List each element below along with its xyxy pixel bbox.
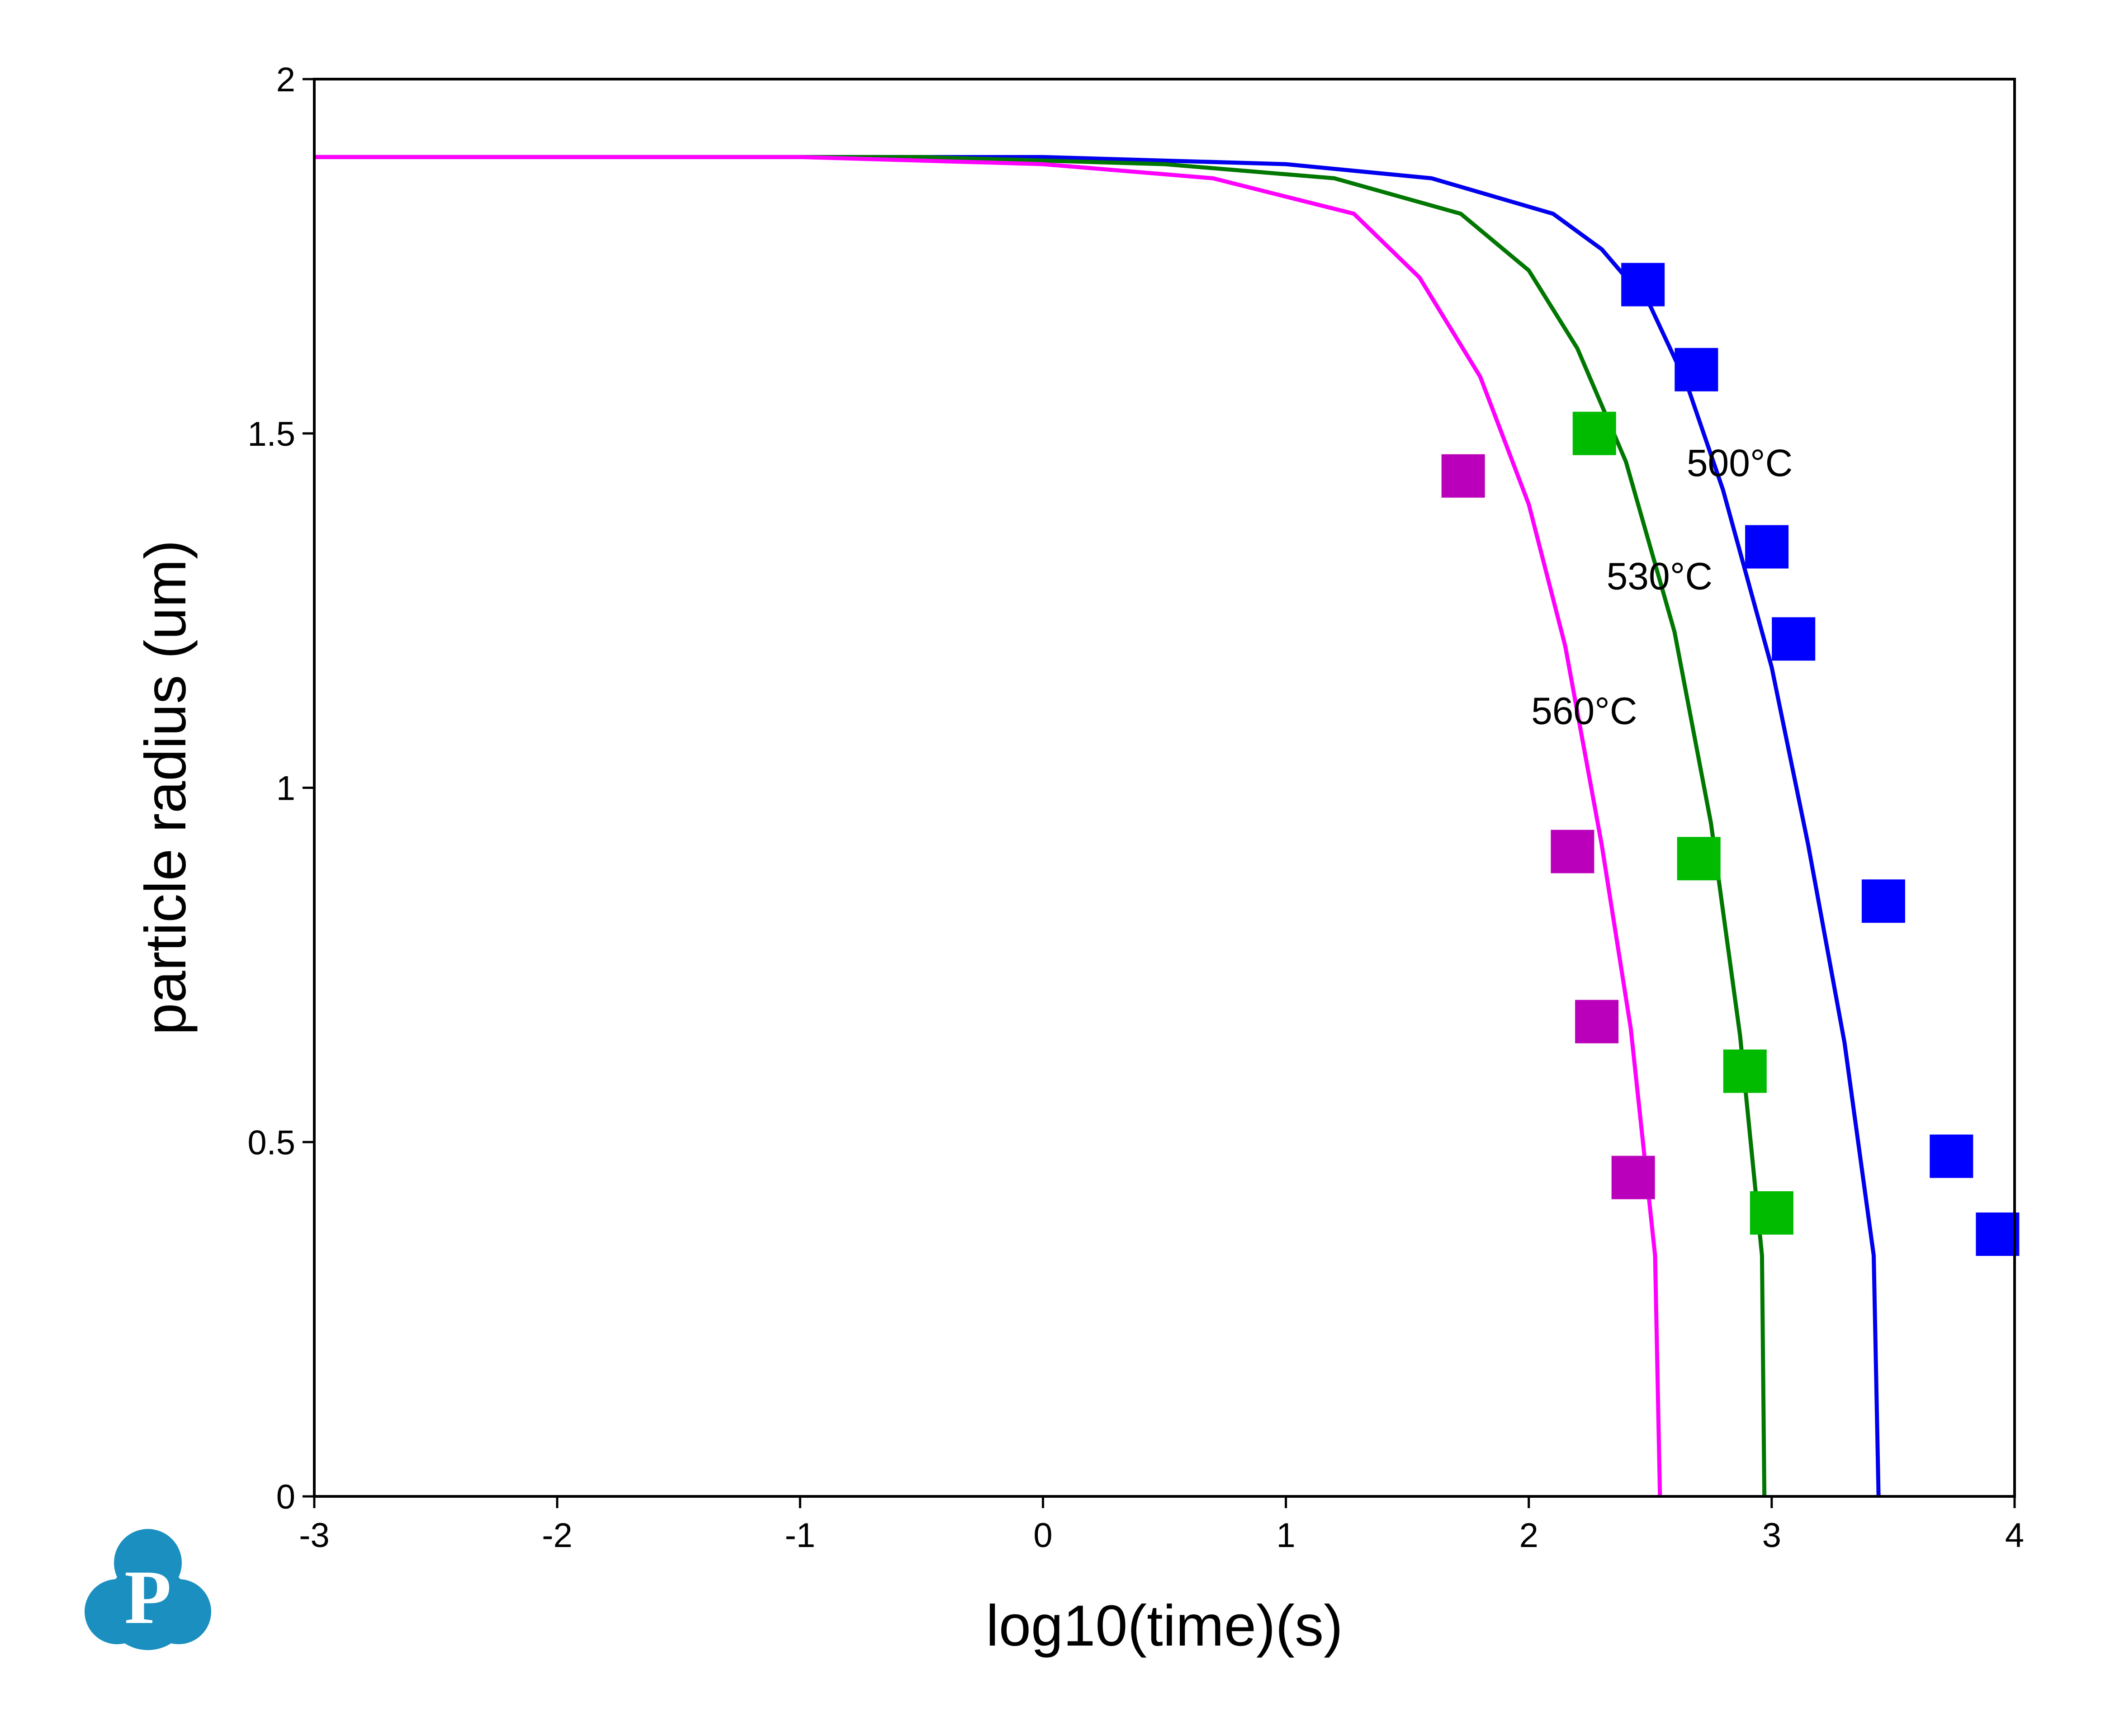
- logo-letter: P: [124, 1555, 171, 1640]
- logo-cloud-icon: [85, 1529, 211, 1650]
- x-tick-label: -2: [542, 1516, 572, 1555]
- x-tick-label: 2: [1519, 1516, 1538, 1555]
- temperature-label: 560°C: [1531, 689, 1637, 732]
- y-tick-label: 1: [276, 769, 295, 808]
- series-line: [314, 155, 1662, 1497]
- y-axis: 0 0.5 1 1.5 2: [247, 61, 314, 1516]
- logo: P: [85, 1529, 211, 1650]
- x-tick-label: -3: [299, 1516, 330, 1555]
- data-point: [1611, 1156, 1655, 1199]
- data-point: [1976, 1212, 2020, 1256]
- x-tick-label: 1: [1276, 1516, 1295, 1555]
- data-point: [1723, 1049, 1767, 1093]
- temperature-label: 500°C: [1687, 442, 1793, 484]
- data-point: [1621, 263, 1665, 307]
- x-tick-label: 0: [1033, 1516, 1052, 1555]
- series-line: [314, 155, 1881, 1497]
- data-point: [1861, 879, 1905, 923]
- x-axis: -3 -2 -1 0 1 2 3 4: [299, 1496, 2024, 1555]
- data-point: [1930, 1134, 1973, 1178]
- scatter-points: [1441, 263, 2020, 1256]
- data-point: [1750, 1191, 1793, 1235]
- data-point: [1675, 348, 1718, 392]
- y-tick-label: 0: [276, 1478, 295, 1516]
- data-point: [1551, 830, 1594, 873]
- data-point: [1572, 411, 1616, 455]
- data-point: [1745, 525, 1789, 569]
- x-axis-title: log10(time)(s): [986, 1594, 1343, 1658]
- data-point: [1772, 617, 1816, 661]
- y-tick-label: 0.5: [247, 1123, 295, 1162]
- data-point: [1441, 454, 1485, 498]
- series-lines: [314, 155, 1881, 1497]
- y-tick-label: 1.5: [247, 415, 295, 453]
- temperature-label: 530°C: [1607, 555, 1713, 598]
- x-tick-label: -1: [785, 1516, 815, 1555]
- series-line: [314, 155, 1767, 1497]
- x-tick-label: 3: [1762, 1516, 1781, 1555]
- y-axis-title: particle radius (um): [133, 540, 198, 1035]
- y-tick-label: 2: [276, 61, 295, 99]
- plot-frame: [313, 78, 2016, 1498]
- data-point: [1677, 837, 1721, 881]
- x-tick-label: 4: [2005, 1516, 2024, 1555]
- annotations: 500°C 530°C 560°C: [1531, 442, 1793, 732]
- data-point: [1575, 1000, 1619, 1043]
